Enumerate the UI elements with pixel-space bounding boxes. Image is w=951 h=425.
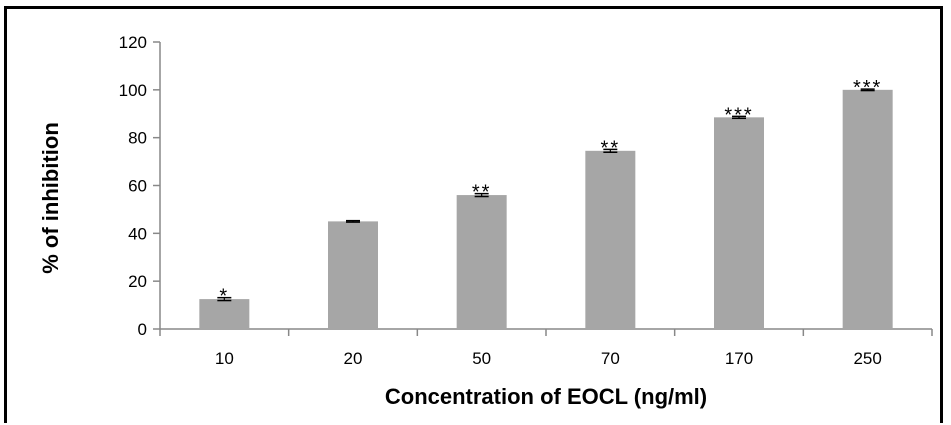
- bar: [585, 150, 636, 329]
- x-axis: 10 20 50 70 170 250: [159, 328, 933, 368]
- y-tick-label: 0: [138, 320, 147, 339]
- significance-label: *: [219, 286, 229, 308]
- y-tick-label: 100: [119, 81, 147, 100]
- bar: [842, 89, 893, 329]
- x-tick-label: 70: [601, 349, 620, 368]
- significance-label: ***: [724, 104, 753, 126]
- x-axis-title: Concentration of EOCL (ng/ml): [385, 384, 707, 409]
- x-tick-label: 50: [472, 349, 491, 368]
- bar: [199, 299, 250, 329]
- x-tick-label: 10: [215, 349, 234, 368]
- bar: [714, 117, 764, 330]
- y-tick-label: 80: [128, 129, 147, 148]
- significance-label: **: [601, 137, 621, 159]
- y-tick-label: 60: [128, 177, 147, 196]
- x-tick-label: 170: [725, 349, 753, 368]
- bar: [456, 195, 507, 329]
- y-axis: 0 20 40 60 80 100 120: [119, 33, 161, 339]
- y-tick-label: 40: [128, 224, 147, 243]
- x-tick-label: 20: [344, 349, 363, 368]
- y-tick-label: 120: [119, 33, 147, 52]
- y-axis-title: % of inhibition: [38, 122, 63, 274]
- x-tick-label: 250: [853, 349, 881, 368]
- significance-label: ***: [853, 77, 882, 99]
- significance-label: **: [472, 182, 492, 204]
- bars: ***********: [199, 77, 893, 330]
- y-tick-label: 20: [128, 272, 147, 291]
- bar: [328, 221, 378, 329]
